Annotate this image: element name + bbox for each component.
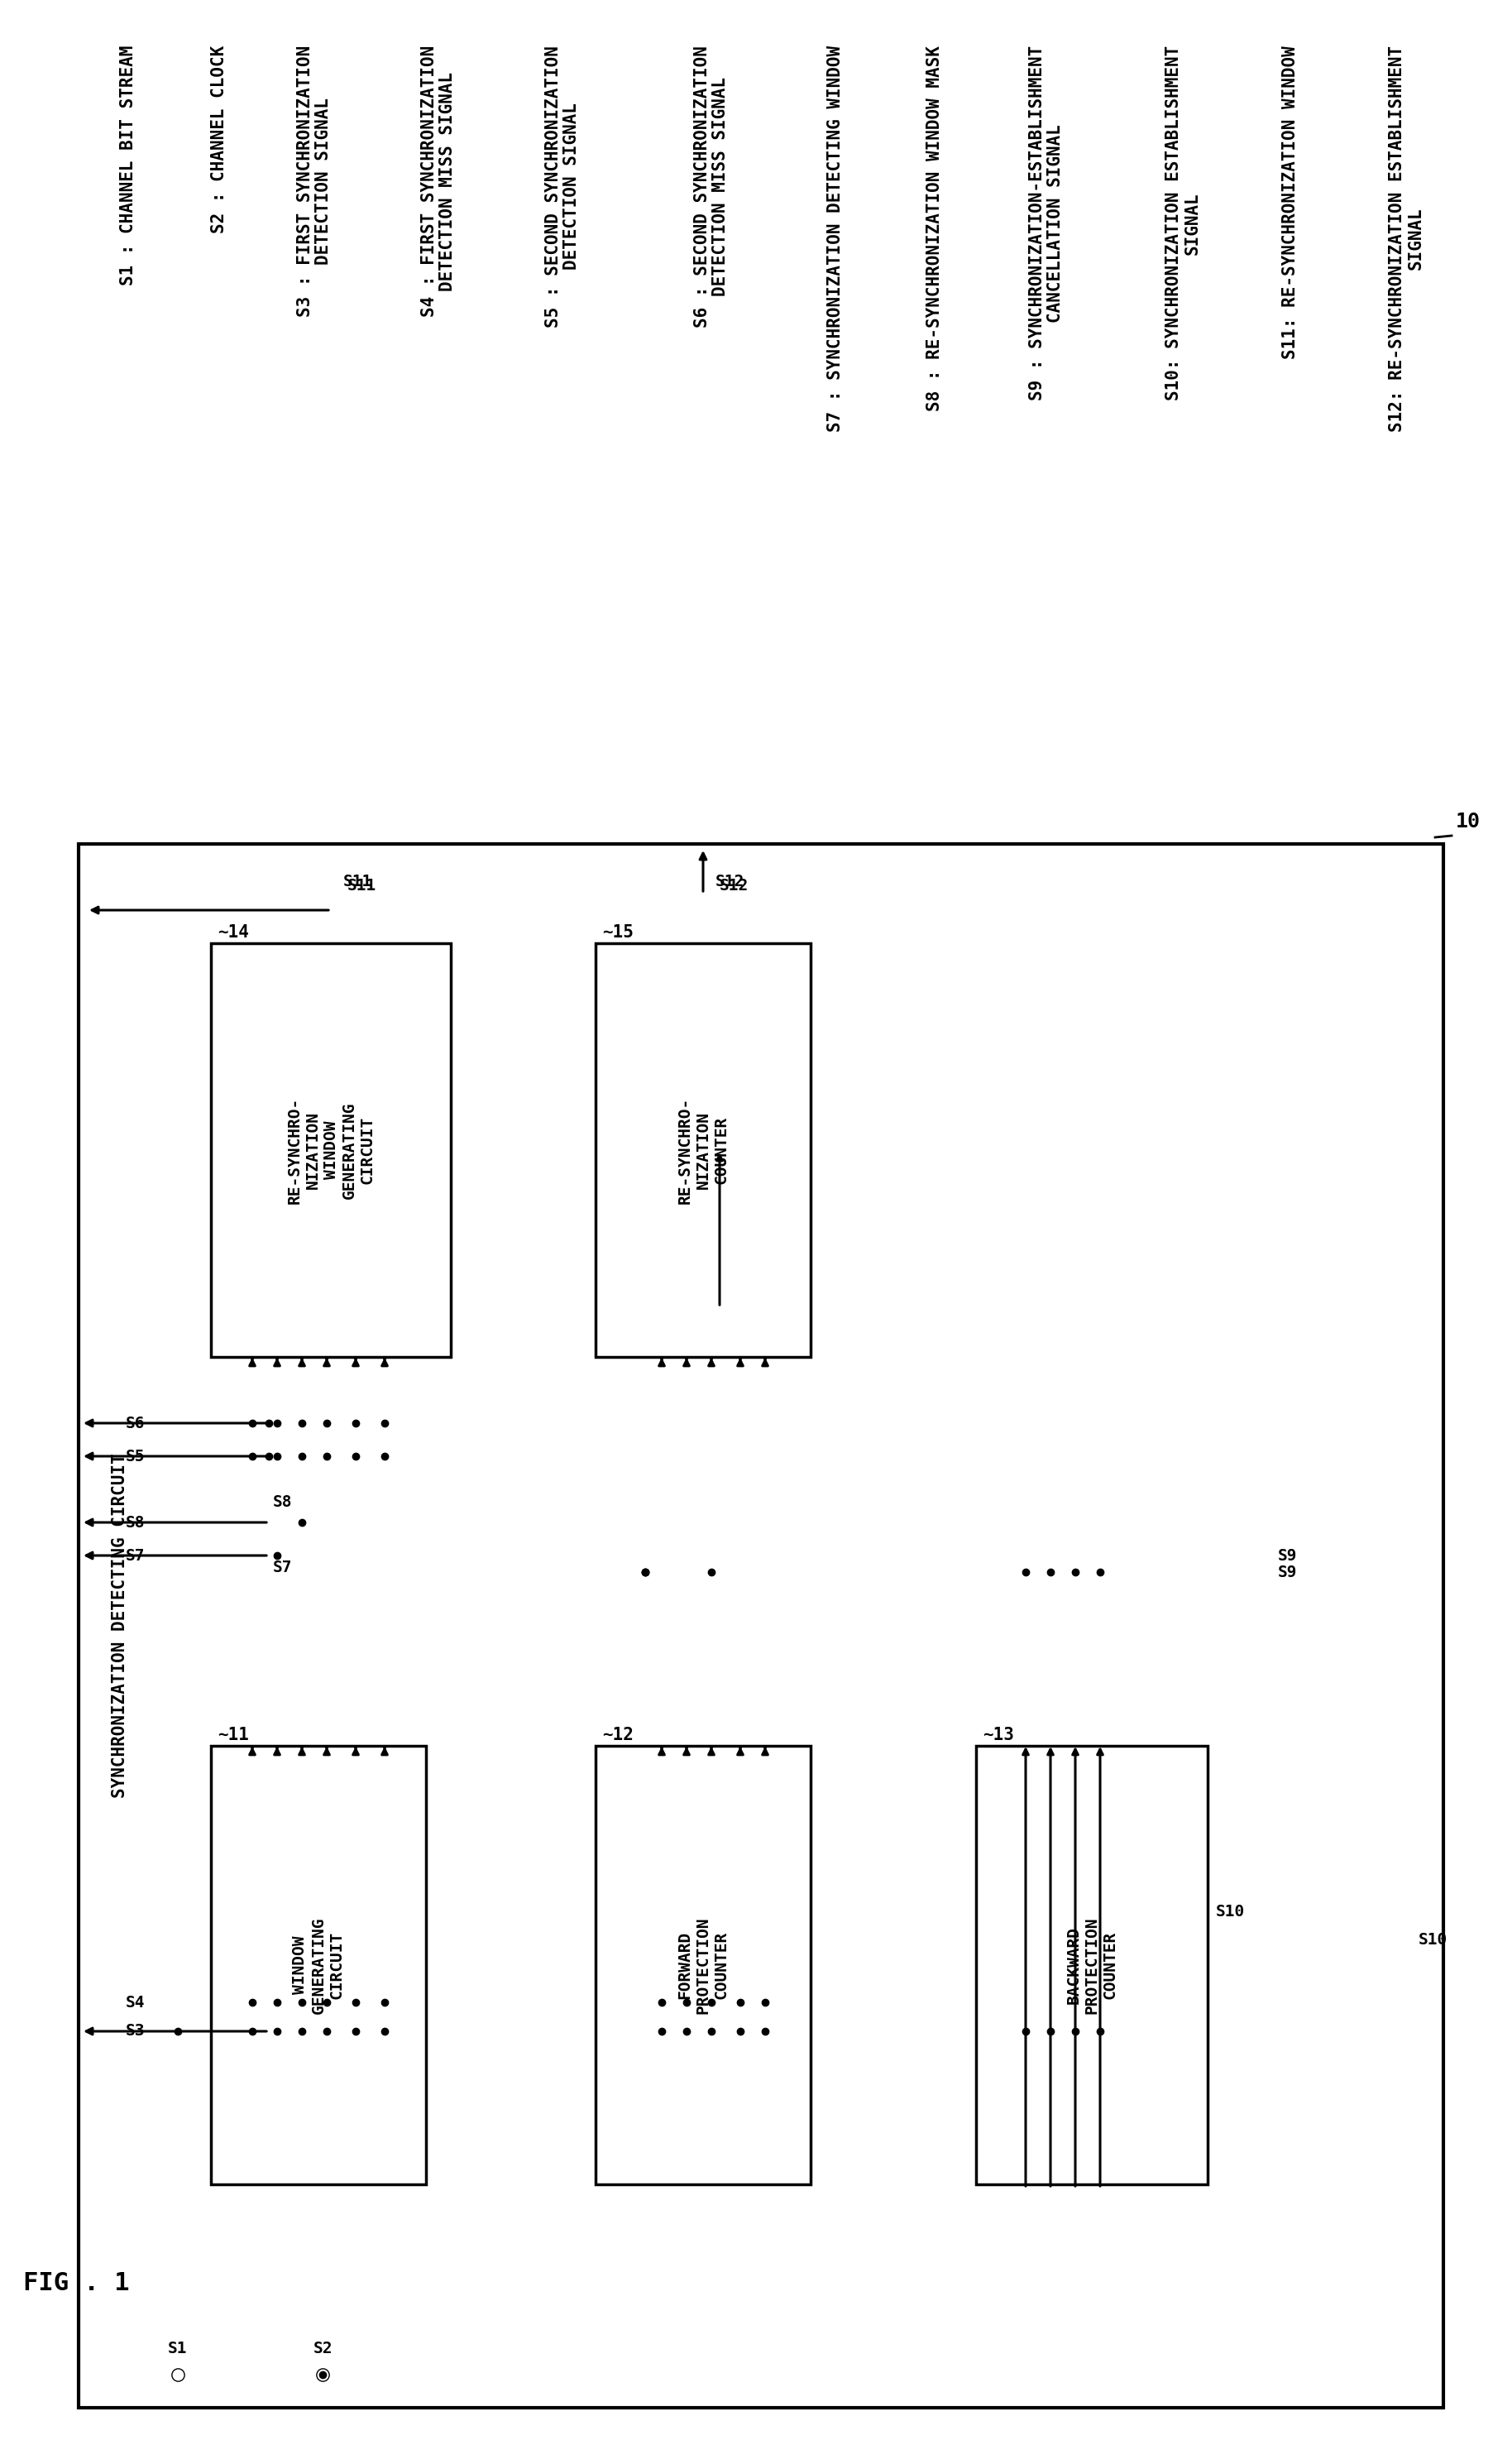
Text: S10: SYNCHRONIZATION ESTABLISHMENT
SIGNAL: S10: SYNCHRONIZATION ESTABLISHMENT SIGNA… — [1165, 44, 1200, 402]
Text: S12: S12 — [715, 875, 745, 890]
Text: 10: 10 — [1456, 811, 1481, 830]
Text: S8: S8 — [125, 1515, 145, 1530]
Text: S1 : CHANNEL BIT STREAM: S1 : CHANNEL BIT STREAM — [119, 44, 136, 286]
Text: S8: S8 — [273, 1493, 293, 1510]
Text: ∼13: ∼13 — [982, 1727, 1014, 1745]
Text: S4 : FIRST SYNCHRONIZATION
DETECTION MISS SIGNAL: S4 : FIRST SYNCHRONIZATION DETECTION MIS… — [421, 44, 455, 318]
Text: S1: S1 — [169, 2341, 188, 2356]
Text: S3 : FIRST SYNCHRONIZATION
DETECTION SIGNAL: S3 : FIRST SYNCHRONIZATION DETECTION SIG… — [297, 44, 331, 318]
Text: S9: S9 — [1278, 1565, 1297, 1579]
Text: ∼11: ∼11 — [218, 1727, 249, 1745]
Bar — [211, 1747, 426, 2186]
Text: S11: RE-SYNCHRONIZATION WINDOW: S11: RE-SYNCHRONIZATION WINDOW — [1282, 44, 1299, 360]
Text: FORWARD
PROTECTION
COUNTER: FORWARD PROTECTION COUNTER — [676, 1917, 729, 2013]
Text: S11: S11 — [348, 877, 376, 892]
Text: S12: RE-SYNCHRONIZATION ESTABLISHMENT
SIGNAL: S12: RE-SYNCHRONIZATION ESTABLISHMENT SI… — [1388, 44, 1424, 431]
Text: FIG . 1: FIG . 1 — [24, 2272, 130, 2296]
Text: S7 : SYNCHRONIZATION DETECTING WINDOW: S7 : SYNCHRONIZATION DETECTING WINDOW — [827, 44, 844, 431]
Text: S11: S11 — [343, 875, 372, 890]
Bar — [211, 944, 451, 1358]
Text: S12: S12 — [720, 877, 749, 892]
Text: RE-SYNCHRO-
NIZATION
COUNTER: RE-SYNCHRO- NIZATION COUNTER — [676, 1096, 729, 1202]
Text: S2 : CHANNEL CLOCK: S2 : CHANNEL CLOCK — [211, 44, 227, 234]
Text: S2: S2 — [314, 2341, 333, 2356]
Text: SYNCHRONIZATION DETECTING CIRCUIT: SYNCHRONIZATION DETECTING CIRCUIT — [112, 1454, 128, 1799]
Text: S6 : SECOND SYNCHRONIZATION
DETECTION MISS SIGNAL: S6 : SECOND SYNCHRONIZATION DETECTION MI… — [694, 44, 729, 328]
Text: S7: S7 — [125, 1547, 145, 1562]
Text: S10: S10 — [1215, 1905, 1245, 1919]
Text: WINDOW
GENERATING
CIRCUIT: WINDOW GENERATING CIRCUIT — [293, 1917, 345, 2013]
Text: S4: S4 — [125, 1993, 145, 2011]
Bar — [596, 944, 811, 1358]
Text: S5: S5 — [125, 1449, 145, 1464]
Text: ∼14: ∼14 — [218, 924, 249, 941]
Text: ∼15: ∼15 — [602, 924, 633, 941]
Text: RE-SYNCHRO-
NIZATION
WINDOW
GENERATING
CIRCUIT: RE-SYNCHRO- NIZATION WINDOW GENERATING C… — [287, 1096, 375, 1202]
Text: ∼12: ∼12 — [602, 1727, 633, 1745]
Text: S5 : SECOND SYNCHRONIZATION
DETECTION SIGNAL: S5 : SECOND SYNCHRONIZATION DETECTION SI… — [545, 44, 579, 328]
Text: S3: S3 — [125, 2023, 145, 2040]
Text: S9: S9 — [1278, 1547, 1297, 1562]
Text: S8 : RE-SYNCHRONIZATION WINDOW MASK: S8 : RE-SYNCHRONIZATION WINDOW MASK — [926, 44, 944, 411]
Bar — [596, 1747, 811, 2186]
Text: S9 : SYNCHRONIZATION-ESTABLISHMENT
CANCELLATION SIGNAL: S9 : SYNCHRONIZATION-ESTABLISHMENT CANCE… — [1029, 44, 1065, 402]
Bar — [976, 1747, 1208, 2186]
Text: S7: S7 — [273, 1560, 293, 1574]
Bar — [79, 845, 1444, 2407]
Text: BACKWARD
PROTECTION
COUNTER: BACKWARD PROTECTION COUNTER — [1066, 1917, 1118, 2013]
Text: S6: S6 — [125, 1414, 145, 1432]
Text: S10: S10 — [1418, 1932, 1448, 1949]
